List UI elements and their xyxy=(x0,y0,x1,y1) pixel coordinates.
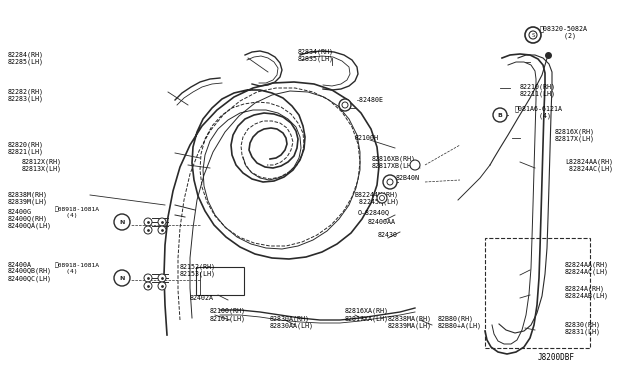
Text: 82B80(RH)
82B80+A(LH): 82B80(RH) 82B80+A(LH) xyxy=(438,315,482,329)
Circle shape xyxy=(158,282,166,290)
Circle shape xyxy=(114,214,130,230)
Text: 82834(RH)
82835(LH): 82834(RH) 82835(LH) xyxy=(298,48,334,62)
Circle shape xyxy=(144,218,152,226)
Text: 82284(RH)
82285(LH): 82284(RH) 82285(LH) xyxy=(8,51,44,65)
Circle shape xyxy=(339,99,351,111)
Text: 82812X(RH)
82813X(LH): 82812X(RH) 82813X(LH) xyxy=(22,158,62,172)
Text: 82152(RH)
82153(LH): 82152(RH) 82153(LH) xyxy=(180,263,216,277)
Circle shape xyxy=(114,270,130,286)
Text: N: N xyxy=(119,276,125,280)
Text: ⓝ08918-1081A
   (4): ⓝ08918-1081A (4) xyxy=(55,206,100,218)
Circle shape xyxy=(525,27,541,43)
Text: 82820(RH)
82821(LH): 82820(RH) 82821(LH) xyxy=(8,141,44,155)
Text: 82282(RH)
82283(LH): 82282(RH) 82283(LH) xyxy=(8,88,44,102)
Circle shape xyxy=(144,226,152,234)
Text: 82816XA(RH)
82817XA(LH): 82816XA(RH) 82817XA(LH) xyxy=(345,308,389,322)
Circle shape xyxy=(342,102,348,108)
Text: 82830(RH)
82831(LH): 82830(RH) 82831(LH) xyxy=(565,321,601,335)
Text: 82838MA(RH)
82839MA(LH): 82838MA(RH) 82839MA(LH) xyxy=(388,315,432,329)
Circle shape xyxy=(383,175,397,189)
Circle shape xyxy=(493,108,507,122)
Bar xyxy=(485,238,590,348)
Text: B82244N(RH)
 82245N(LH): B82244N(RH) 82245N(LH) xyxy=(355,191,399,205)
Text: ⓝ08918-1081A
   (4): ⓝ08918-1081A (4) xyxy=(55,262,100,274)
Circle shape xyxy=(380,196,385,201)
Text: 82210(RH)
82211(LH): 82210(RH) 82211(LH) xyxy=(520,83,556,97)
Text: 82816X(RH)
82817X(LH): 82816X(RH) 82817X(LH) xyxy=(555,128,595,142)
Text: 82402A: 82402A xyxy=(190,295,214,301)
Text: J8200DBF: J8200DBF xyxy=(538,353,575,362)
Text: 82824A(RH)
82824AB(LH): 82824A(RH) 82824AB(LH) xyxy=(565,285,609,299)
Text: L82824AA(RH)
 82824AC(LH): L82824AA(RH) 82824AC(LH) xyxy=(565,158,613,172)
Text: 82838M(RH)
82839M(LH): 82838M(RH) 82839M(LH) xyxy=(8,191,48,205)
Circle shape xyxy=(158,218,166,226)
Text: S: S xyxy=(531,32,535,38)
Text: -82480E: -82480E xyxy=(356,97,384,103)
Circle shape xyxy=(158,274,166,282)
Circle shape xyxy=(410,160,420,170)
Text: 82816XB(RH)
82817XB(LH): 82816XB(RH) 82817XB(LH) xyxy=(372,155,416,169)
Text: O-82840Q: O-82840Q xyxy=(358,209,390,215)
Text: 82400G: 82400G xyxy=(8,209,32,215)
Text: 82400AA: 82400AA xyxy=(368,219,396,225)
Circle shape xyxy=(387,179,393,185)
Circle shape xyxy=(529,31,537,39)
Bar xyxy=(196,267,244,295)
Text: 82100H: 82100H xyxy=(355,135,379,141)
Text: 82400A: 82400A xyxy=(8,262,32,268)
Text: 82B40N: 82B40N xyxy=(396,175,420,181)
Text: 82824AA(RH)
82824AC(LH): 82824AA(RH) 82824AC(LH) xyxy=(565,261,609,275)
Text: 82430: 82430 xyxy=(378,232,398,238)
Circle shape xyxy=(144,274,152,282)
Circle shape xyxy=(377,193,387,203)
Text: N: N xyxy=(119,219,125,224)
Text: 82400QB(RH)
82400QC(LH): 82400QB(RH) 82400QC(LH) xyxy=(8,268,52,282)
Text: 82100(RH)
82101(LH): 82100(RH) 82101(LH) xyxy=(210,308,246,322)
Circle shape xyxy=(144,282,152,290)
Text: ⒲081A6-6121A
      (4): ⒲081A6-6121A (4) xyxy=(515,105,563,119)
Text: B: B xyxy=(497,112,502,118)
Text: 82400Q(RH)
82400QA(LH): 82400Q(RH) 82400QA(LH) xyxy=(8,215,52,229)
Text: Ⓢ08320-5082A
      (2): Ⓢ08320-5082A (2) xyxy=(540,25,588,39)
Text: 82830A(RH)
82830AA(LH): 82830A(RH) 82830AA(LH) xyxy=(270,315,314,329)
Circle shape xyxy=(158,226,166,234)
